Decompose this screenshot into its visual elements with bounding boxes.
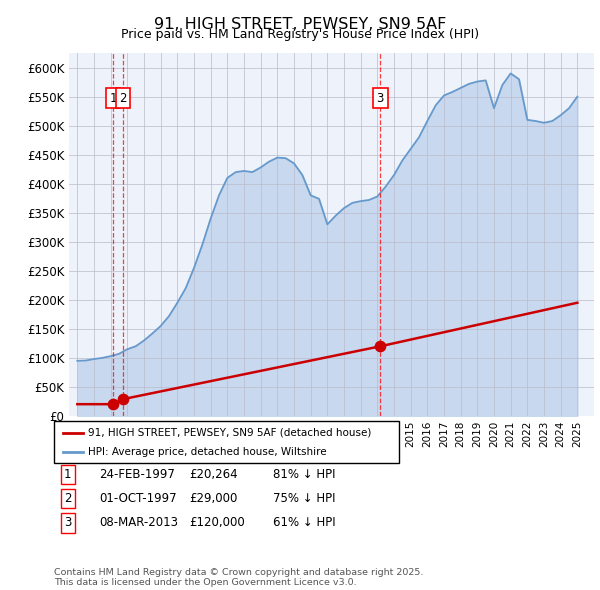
Text: 1: 1: [109, 92, 117, 105]
Text: 3: 3: [377, 92, 384, 105]
Text: 1: 1: [64, 468, 71, 481]
Text: 91, HIGH STREET, PEWSEY, SN9 5AF (detached house): 91, HIGH STREET, PEWSEY, SN9 5AF (detach…: [89, 428, 372, 438]
Text: 81% ↓ HPI: 81% ↓ HPI: [273, 468, 335, 481]
Text: Price paid vs. HM Land Registry's House Price Index (HPI): Price paid vs. HM Land Registry's House …: [121, 28, 479, 41]
Text: HPI: Average price, detached house, Wiltshire: HPI: Average price, detached house, Wilt…: [89, 447, 327, 457]
Text: 2: 2: [64, 492, 71, 505]
Point: [108, 399, 118, 409]
Point: [118, 394, 128, 404]
Text: 3: 3: [64, 516, 71, 529]
Text: £120,000: £120,000: [189, 516, 245, 529]
Text: 08-MAR-2013: 08-MAR-2013: [99, 516, 178, 529]
Text: 01-OCT-1997: 01-OCT-1997: [99, 492, 176, 505]
Text: 61% ↓ HPI: 61% ↓ HPI: [273, 516, 335, 529]
Text: 24-FEB-1997: 24-FEB-1997: [99, 468, 175, 481]
FancyBboxPatch shape: [54, 421, 399, 463]
Text: 2: 2: [119, 92, 127, 105]
Text: 91, HIGH STREET, PEWSEY, SN9 5AF: 91, HIGH STREET, PEWSEY, SN9 5AF: [154, 17, 446, 31]
Point: [376, 342, 385, 351]
Text: £29,000: £29,000: [189, 492, 238, 505]
Text: £20,264: £20,264: [189, 468, 238, 481]
Text: Contains HM Land Registry data © Crown copyright and database right 2025.
This d: Contains HM Land Registry data © Crown c…: [54, 568, 424, 587]
Text: 75% ↓ HPI: 75% ↓ HPI: [273, 492, 335, 505]
